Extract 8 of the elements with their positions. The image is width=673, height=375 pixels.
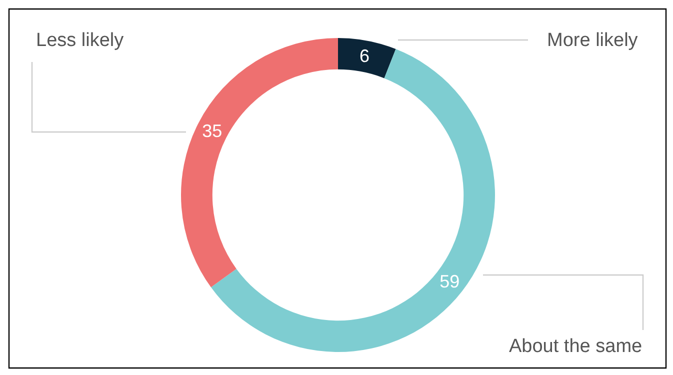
donut-slice bbox=[181, 38, 338, 288]
slice-label: About the same bbox=[509, 336, 642, 357]
data-label: 59 bbox=[440, 272, 460, 292]
slice-label: Less likely bbox=[36, 30, 124, 51]
data-label: 6 bbox=[359, 46, 370, 66]
slice-label: More likely bbox=[547, 30, 638, 51]
data-label: 35 bbox=[202, 120, 222, 141]
donut-slice bbox=[338, 38, 396, 78]
